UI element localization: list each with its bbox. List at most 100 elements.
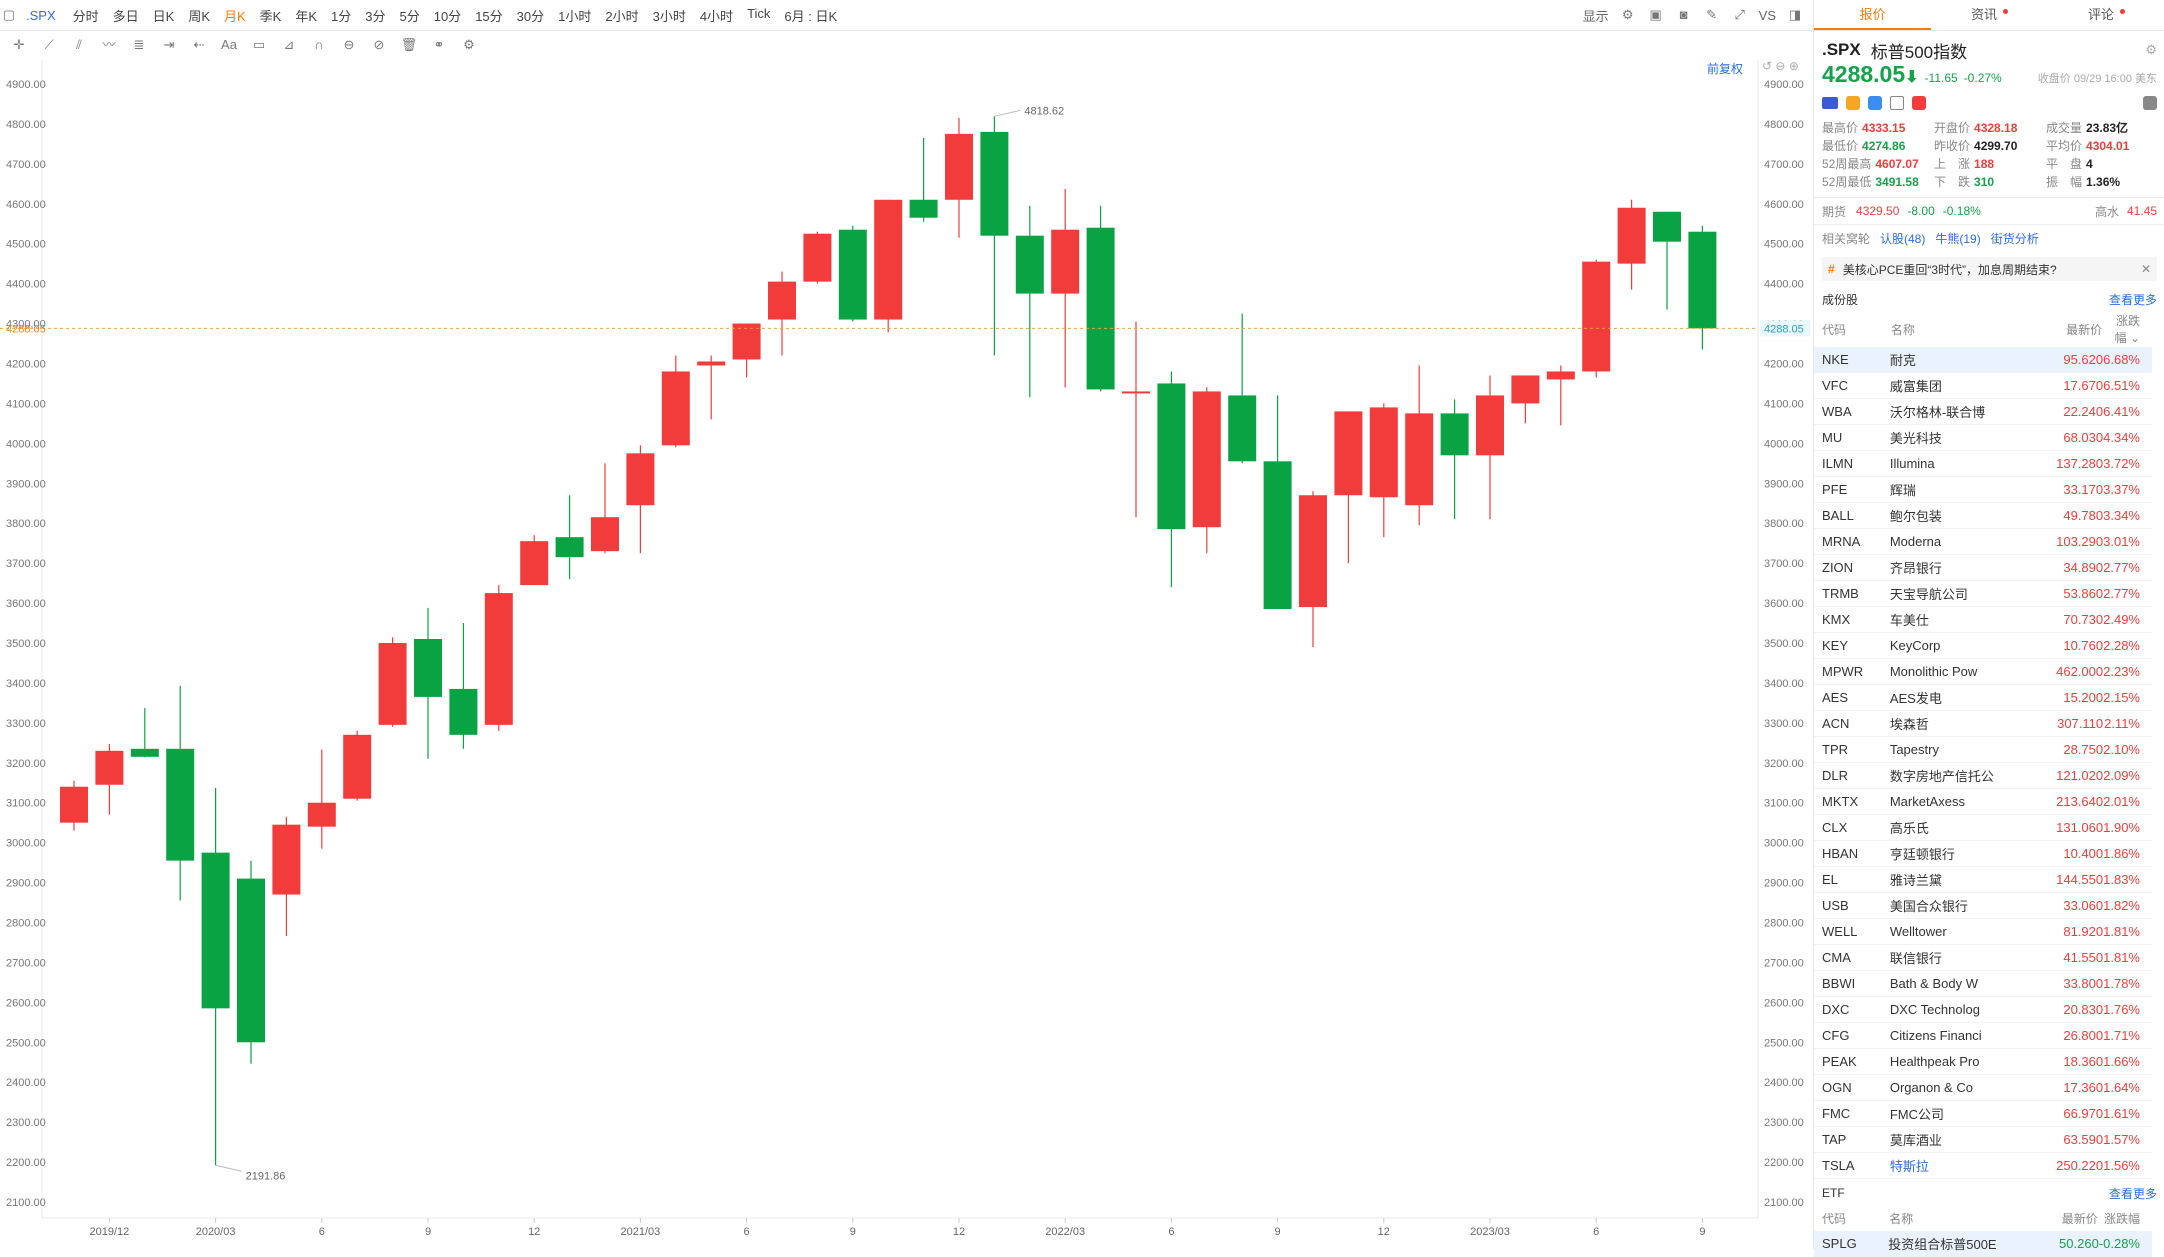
see-more-link[interactable]: 查看更多 [2108, 292, 2157, 307]
vs-button[interactable]: VS [1758, 7, 1776, 23]
table-row[interactable]: KEY KeyCorp 10.760 2.28% [1814, 632, 2152, 659]
magnet-icon[interactable]: ∩ [314, 37, 324, 52]
hide-icon[interactable]: ⊘ [373, 37, 385, 52]
etf-col-code[interactable]: 代码 [1822, 1211, 1847, 1226]
period-10[interactable]: 10分 [433, 8, 462, 24]
crosshair-icon[interactable]: ✛ [13, 37, 25, 52]
warrants-link[interactable]: 认股(48) [1880, 231, 1926, 246]
undo-icon[interactable]: ↺ [1762, 59, 1773, 73]
period-8[interactable]: 3分 [365, 8, 386, 24]
table-row[interactable]: MPWR Monolithic Pow 462.000 2.23% [1814, 658, 2152, 685]
table-row[interactable]: ILMN Illumina 137.280 3.72% [1814, 450, 2152, 477]
col-code[interactable]: 代码 [1822, 322, 1847, 337]
settings-icon[interactable]: ⚙ [1621, 7, 1634, 22]
fib-tool-icon[interactable]: ≣ [133, 37, 145, 52]
text-tool-icon[interactable]: Aa [221, 37, 237, 52]
candlestick-chart[interactable]: 4900.00 4900.00 4800.00 4800.00 4700.00 4700.… [0, 60, 1812, 1249]
close-icon[interactable]: ✕ [2140, 262, 2151, 276]
table-row[interactable]: ACN 埃森哲 307.110 2.11% [1814, 710, 2152, 737]
table-row[interactable]: BBWI Bath & Body W 33.800 1.78% [1814, 970, 2152, 997]
etf-col-price[interactable]: 最新价 [2061, 1211, 2098, 1226]
sidebar-toggle-icon[interactable]: ◨ [1788, 7, 1802, 22]
note-tool-icon[interactable]: ▭ [252, 37, 266, 52]
etf-col-name[interactable]: 名称 [1889, 1211, 1914, 1226]
period-6[interactable]: 年K [295, 8, 318, 24]
lightning-icon[interactable] [1846, 96, 1860, 110]
window-icon[interactable]: ▢ [2, 7, 16, 22]
table-row[interactable]: BALL 鲍尔包装 49.780 3.34% [1814, 502, 2152, 529]
table-row[interactable]: AES AES发电 15.200 2.15% [1814, 684, 2152, 711]
doc-icon[interactable] [1890, 96, 1904, 110]
period-18[interactable]: 6月 : 日K [784, 8, 838, 24]
table-row[interactable]: EL 雅诗兰黛 144.550 1.83% [1814, 866, 2152, 893]
layout-icon[interactable]: ▣ [1649, 7, 1662, 22]
period-7[interactable]: 1分 [331, 8, 352, 24]
cbbc-link[interactable]: 牛熊(19) [1935, 231, 1981, 246]
table-row[interactable]: KMX 车美仕 70.730 2.49% [1814, 606, 2152, 633]
adjust-mode-label[interactable]: 前复权 [1707, 62, 1744, 76]
news-banner[interactable]: # 美核心PCE重回“3时代”，加息周期结束? ✕ [1822, 257, 2157, 281]
col-name[interactable]: 名称 [1890, 322, 1915, 337]
ruler-icon[interactable]: ⊿ [283, 37, 295, 52]
pen-icon[interactable]: ✎ [1706, 7, 1718, 22]
etf-row[interactable]: SPLG 投资组合标普500E 50.260 -0.28% [1814, 1231, 2152, 1257]
arrow-tool-icon[interactable]: ⇠ [193, 37, 205, 52]
period-12[interactable]: 30分 [516, 8, 545, 24]
table-row[interactable]: WELL Welltower 81.920 1.81% [1814, 918, 2152, 945]
period-11[interactable]: 15分 [475, 8, 503, 24]
symbol-label[interactable]: .SPX [26, 7, 56, 23]
tag-icon[interactable] [1868, 96, 1882, 110]
tab-news[interactable]: 资讯 [1931, 0, 2048, 30]
period-16[interactable]: 4小时 [699, 8, 734, 24]
camera-icon[interactable]: ◙ [1679, 7, 1688, 22]
tab-comments[interactable]: 评论 [2048, 0, 2164, 30]
table-row[interactable]: NKE 耐克 95.620 6.68% [1814, 347, 2152, 373]
table-row[interactable]: TPR Tapestry 28.750 2.10% [1814, 736, 2152, 763]
panel-settings-icon[interactable]: ⚙ [2145, 42, 2157, 57]
table-row[interactable]: DLR 数字房地产信托公 121.020 2.09% [1814, 762, 2152, 789]
street-analysis-link[interactable]: 街货分析 [1990, 231, 2039, 246]
period-15[interactable]: 3小时 [652, 8, 686, 24]
table-row[interactable]: TAP 莫库酒业 63.590 1.57% [1814, 1126, 2152, 1153]
gear-small-icon[interactable]: ⚙ [463, 37, 475, 52]
trash-icon[interactable]: 🗑 [400, 37, 418, 52]
etf-see-more-link[interactable]: 查看更多 [2108, 1186, 2157, 1201]
period-13[interactable]: 1小时 [558, 8, 592, 24]
table-row[interactable]: OGN Organon & Co 17.360 1.64% [1814, 1074, 2152, 1101]
table-row[interactable]: TRMB 天宝导航公司 53.860 2.77% [1814, 580, 2152, 607]
period-5[interactable]: 季K [259, 8, 282, 24]
table-row[interactable]: CFG Citizens Financi 26.800 1.71% [1814, 1022, 2152, 1049]
period-9[interactable]: 5分 [399, 8, 420, 24]
line-tool-icon[interactable]: ⟋ [44, 37, 54, 52]
table-row[interactable]: HBAN 亨廷顿银行 10.400 1.86% [1814, 840, 2152, 867]
period-1[interactable]: 多日 [112, 8, 139, 24]
table-row[interactable]: WBA 沃尔格林-联合博 22.240 6.41% [1814, 398, 2152, 425]
period-2[interactable]: 日K [152, 8, 175, 24]
table-row[interactable]: CMA 联信银行 41.550 1.81% [1814, 944, 2152, 971]
display-menu[interactable]: 显示 [1582, 8, 1609, 24]
measure-tool-icon[interactable]: ⇥ [163, 37, 175, 52]
table-row[interactable]: FMC FMC公司 66.970 1.61% [1814, 1100, 2152, 1127]
period-17[interactable]: Tick [747, 5, 771, 21]
tab-quote[interactable]: 报价 [1814, 0, 1931, 30]
period-14[interactable]: 2小时 [605, 8, 639, 24]
table-row[interactable]: DXC DXC Technolog 20.830 1.76% [1814, 996, 2152, 1023]
zoom-out-icon[interactable]: ⊖ [1775, 59, 1786, 73]
table-row[interactable]: MKTX MarketAxess 213.640 2.01% [1814, 788, 2152, 815]
table-row[interactable]: MRNA Moderna 103.290 3.01% [1814, 528, 2152, 555]
channel-tool-icon[interactable]: ⫽ [76, 37, 82, 52]
wave-tool-icon[interactable]: 〰 [102, 37, 116, 52]
futures-row[interactable]: 期货 4329.50 -8.00 -0.18% 高水 41.45 [1814, 197, 2164, 224]
table-row[interactable]: PFE 辉瑞 33.170 3.37% [1814, 476, 2152, 503]
table-row[interactable]: PEAK Healthpeak Pro 18.360 1.66% [1814, 1048, 2152, 1075]
col-change[interactable]: 涨跌幅 ⌄ [2114, 314, 2140, 345]
etf-col-change[interactable]: 涨跌幅 [2103, 1211, 2140, 1226]
link-icon[interactable]: ⚭ [433, 37, 445, 52]
col-price[interactable]: 最新价 [2066, 322, 2103, 337]
fullscreen-icon[interactable]: ⤢ [1734, 7, 1745, 22]
period-3[interactable]: 周K [188, 8, 210, 24]
heart-icon[interactable] [1912, 96, 1926, 110]
table-row[interactable]: VFC 威富集团 17.670 6.51% [1814, 372, 2152, 399]
table-row[interactable]: MU 美光科技 68.030 4.34% [1814, 424, 2152, 451]
table-row[interactable]: USB 美国合众银行 33.060 1.82% [1814, 892, 2152, 919]
